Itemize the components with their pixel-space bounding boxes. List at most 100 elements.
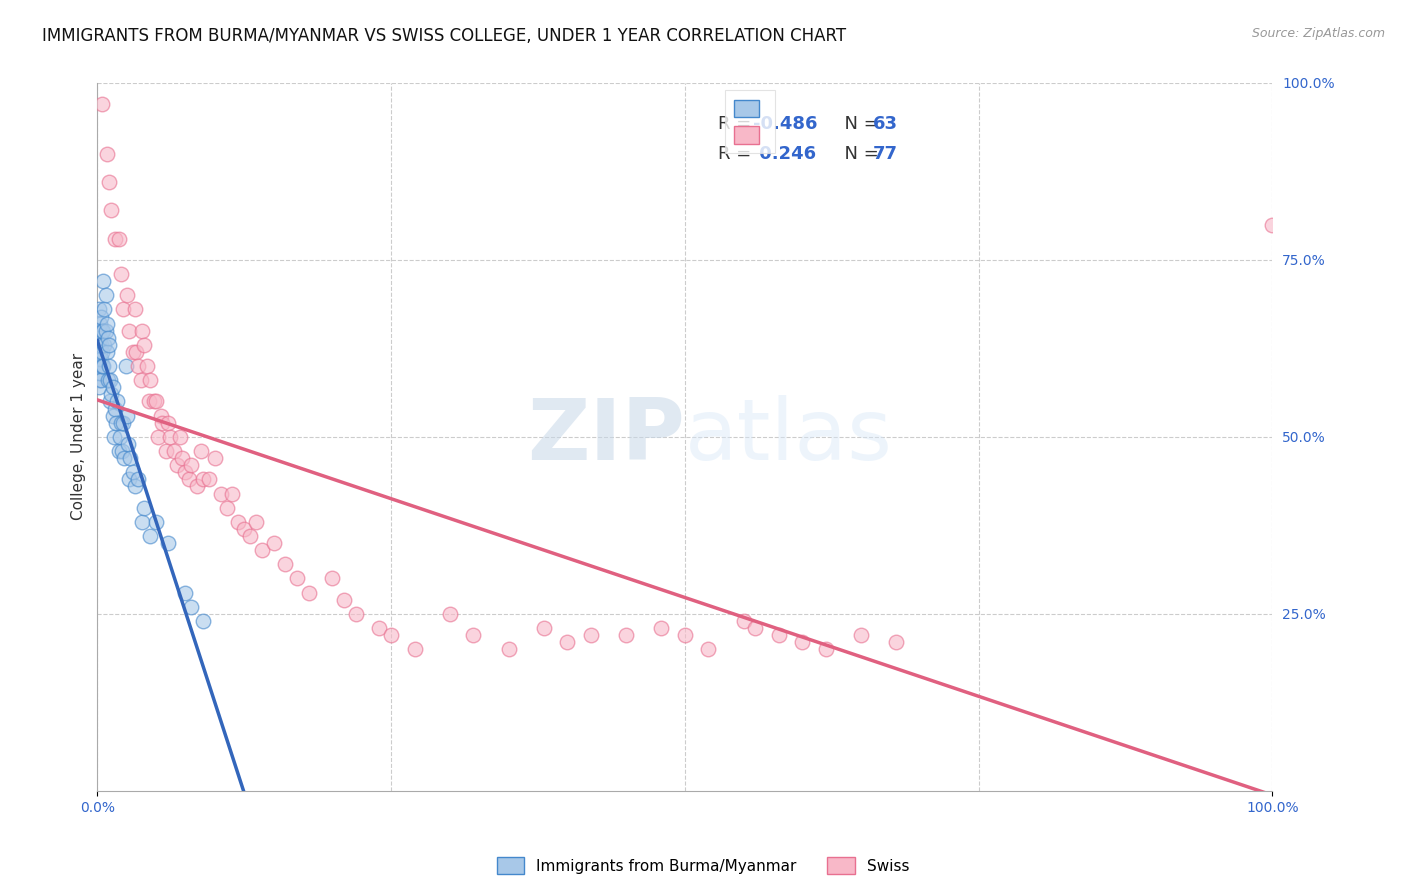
Point	[650, 621, 672, 635]
Point	[91, 359, 114, 373]
Point	[321, 572, 343, 586]
Point	[180, 458, 202, 473]
Point	[145, 394, 167, 409]
Point	[439, 607, 461, 621]
Point	[118, 324, 141, 338]
Point	[228, 515, 250, 529]
Point	[131, 515, 153, 529]
Point	[127, 359, 149, 373]
Point	[100, 387, 122, 401]
Point	[87, 302, 110, 317]
Point	[117, 437, 139, 451]
Point	[169, 430, 191, 444]
Point	[94, 288, 117, 302]
Point	[380, 628, 402, 642]
Point	[112, 451, 135, 466]
Point	[792, 635, 814, 649]
Point	[1261, 218, 1284, 232]
Point	[134, 500, 156, 515]
Point	[274, 558, 297, 572]
Point	[533, 621, 555, 635]
Point	[557, 635, 579, 649]
Point	[148, 430, 170, 444]
Point	[107, 232, 129, 246]
Point	[155, 444, 177, 458]
Legend: , : ,	[724, 90, 775, 153]
Point	[159, 430, 181, 444]
Point	[221, 486, 243, 500]
Point	[90, 351, 112, 366]
Point	[96, 345, 118, 359]
Point	[118, 472, 141, 486]
Point	[166, 458, 188, 473]
Point	[180, 599, 202, 614]
Text: ZIP: ZIP	[527, 395, 685, 478]
Point	[333, 592, 356, 607]
Point	[191, 614, 214, 628]
Point	[124, 302, 146, 317]
Point	[103, 430, 125, 444]
Point	[733, 614, 755, 628]
Point	[91, 359, 114, 373]
Point	[89, 345, 111, 359]
Point	[91, 97, 114, 112]
Text: -0.486: -0.486	[754, 115, 817, 133]
Point	[170, 451, 193, 466]
Point	[190, 444, 212, 458]
Point	[198, 472, 221, 486]
Point	[139, 529, 162, 543]
Point	[245, 515, 267, 529]
Point	[174, 465, 197, 479]
Point	[150, 416, 173, 430]
Point	[368, 621, 391, 635]
Text: atlas: atlas	[685, 395, 893, 478]
Point	[98, 338, 121, 352]
Point	[121, 345, 143, 359]
Point	[215, 500, 238, 515]
Text: N =: N =	[832, 115, 884, 133]
Point	[91, 274, 114, 288]
Point	[87, 338, 110, 352]
Point	[849, 628, 872, 642]
Point	[89, 359, 111, 373]
Point	[87, 373, 110, 387]
Point	[87, 359, 110, 373]
Text: IMMIGRANTS FROM BURMA/MYANMAR VS SWISS COLLEGE, UNDER 1 YEAR CORRELATION CHART: IMMIGRANTS FROM BURMA/MYANMAR VS SWISS C…	[42, 27, 846, 45]
Point	[191, 472, 214, 486]
Point	[90, 373, 112, 387]
Point	[163, 444, 186, 458]
Point	[344, 607, 367, 621]
Text: 63: 63	[873, 115, 898, 133]
Point	[177, 472, 200, 486]
Point	[93, 302, 115, 317]
Point	[87, 351, 110, 366]
Point	[156, 536, 179, 550]
Point	[87, 380, 110, 394]
Point	[89, 317, 111, 331]
Point	[107, 444, 129, 458]
Point	[110, 416, 132, 430]
Point	[156, 416, 179, 430]
Point	[174, 585, 197, 599]
Point	[91, 324, 114, 338]
Point	[96, 146, 118, 161]
Point	[115, 288, 138, 302]
Point	[98, 394, 121, 409]
Text: 0.246: 0.246	[754, 145, 815, 163]
Point	[673, 628, 696, 642]
Point	[89, 366, 111, 380]
Point	[124, 479, 146, 493]
Point	[204, 451, 226, 466]
Point	[96, 317, 118, 331]
Text: R =: R =	[718, 145, 756, 163]
Point	[104, 232, 127, 246]
Point	[98, 175, 121, 189]
Point	[87, 324, 110, 338]
Text: N =: N =	[832, 145, 884, 163]
Point	[127, 472, 149, 486]
Point	[142, 394, 165, 409]
Point	[498, 642, 520, 657]
Point	[91, 324, 114, 338]
Point	[614, 628, 637, 642]
Point	[105, 394, 128, 409]
